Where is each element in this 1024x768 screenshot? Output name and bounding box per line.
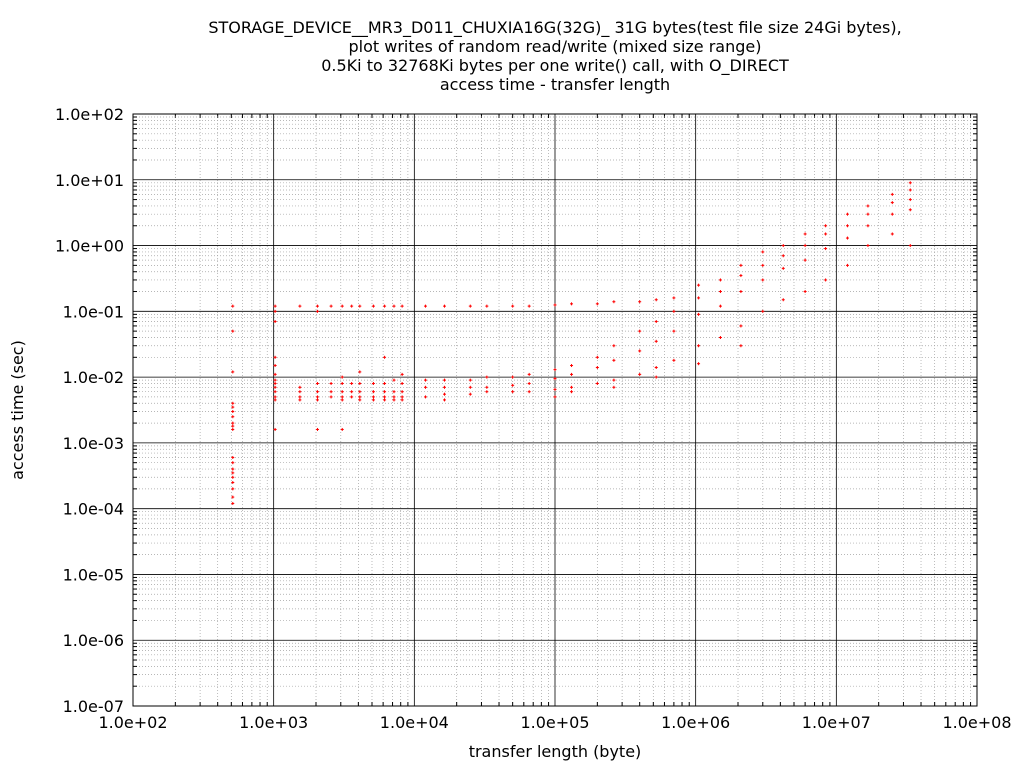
y-axis-label: access time (sec) <box>8 340 27 480</box>
y-tick-label: 1.0e+02 <box>55 105 124 124</box>
x-axis-ticks: 1.0e+02 1.0e+03 1.0e+04 1.0e+05 1.0e+06 1.0e+… <box>98 713 1011 732</box>
chart-title: STORAGE_DEVICE__MR3_D011_CHUXIA16G(32G)_… <box>208 18 901 94</box>
y-tick-label: 1.0e-03 <box>63 434 124 453</box>
y-axis-ticks: 1.0e-07 1.0e-06 1.0e-05 1.0e-04 1.0e-03 1.0e-… <box>55 105 124 716</box>
chart-title-line: STORAGE_DEVICE__MR3_D011_CHUXIA16G(32G)_… <box>208 18 901 38</box>
y-tick-label: 1.0e+00 <box>55 237 124 256</box>
x-axis-label: transfer length (byte) <box>469 742 642 761</box>
x-tick-label: 1.0e+03 <box>239 713 308 732</box>
x-tick-label: 1.0e+08 <box>942 713 1011 732</box>
chart-subtitle-line: 0.5Ki to 32768Ki bytes per one write() c… <box>321 56 789 76</box>
y-tick-label: 1.0e-01 <box>63 302 124 321</box>
y-tick-label: 1.0e-05 <box>63 565 124 584</box>
data-points <box>231 181 912 505</box>
y-tick-label: 1.0e-04 <box>63 500 124 519</box>
x-tick-label: 1.0e+07 <box>802 713 871 732</box>
plot-frame <box>132 113 978 707</box>
major-grid <box>133 114 977 706</box>
minor-grid <box>133 114 977 706</box>
x-tick-label: 1.0e+04 <box>380 713 449 732</box>
y-tick-label: 1.0e-07 <box>63 697 124 716</box>
x-tick-label: 1.0e+06 <box>661 713 730 732</box>
chart-subtitle-line: access time - transfer length <box>440 75 670 94</box>
x-tick-label: 1.0e+05 <box>520 713 589 732</box>
x-tick-label: 1.0e+02 <box>98 713 167 732</box>
y-tick-label: 1.0e+01 <box>55 171 124 190</box>
y-tick-label: 1.0e-06 <box>63 631 124 650</box>
chart-subtitle-line: plot writes of random read/write (mixed … <box>349 37 762 56</box>
y-tick-label: 1.0e-02 <box>63 368 124 387</box>
